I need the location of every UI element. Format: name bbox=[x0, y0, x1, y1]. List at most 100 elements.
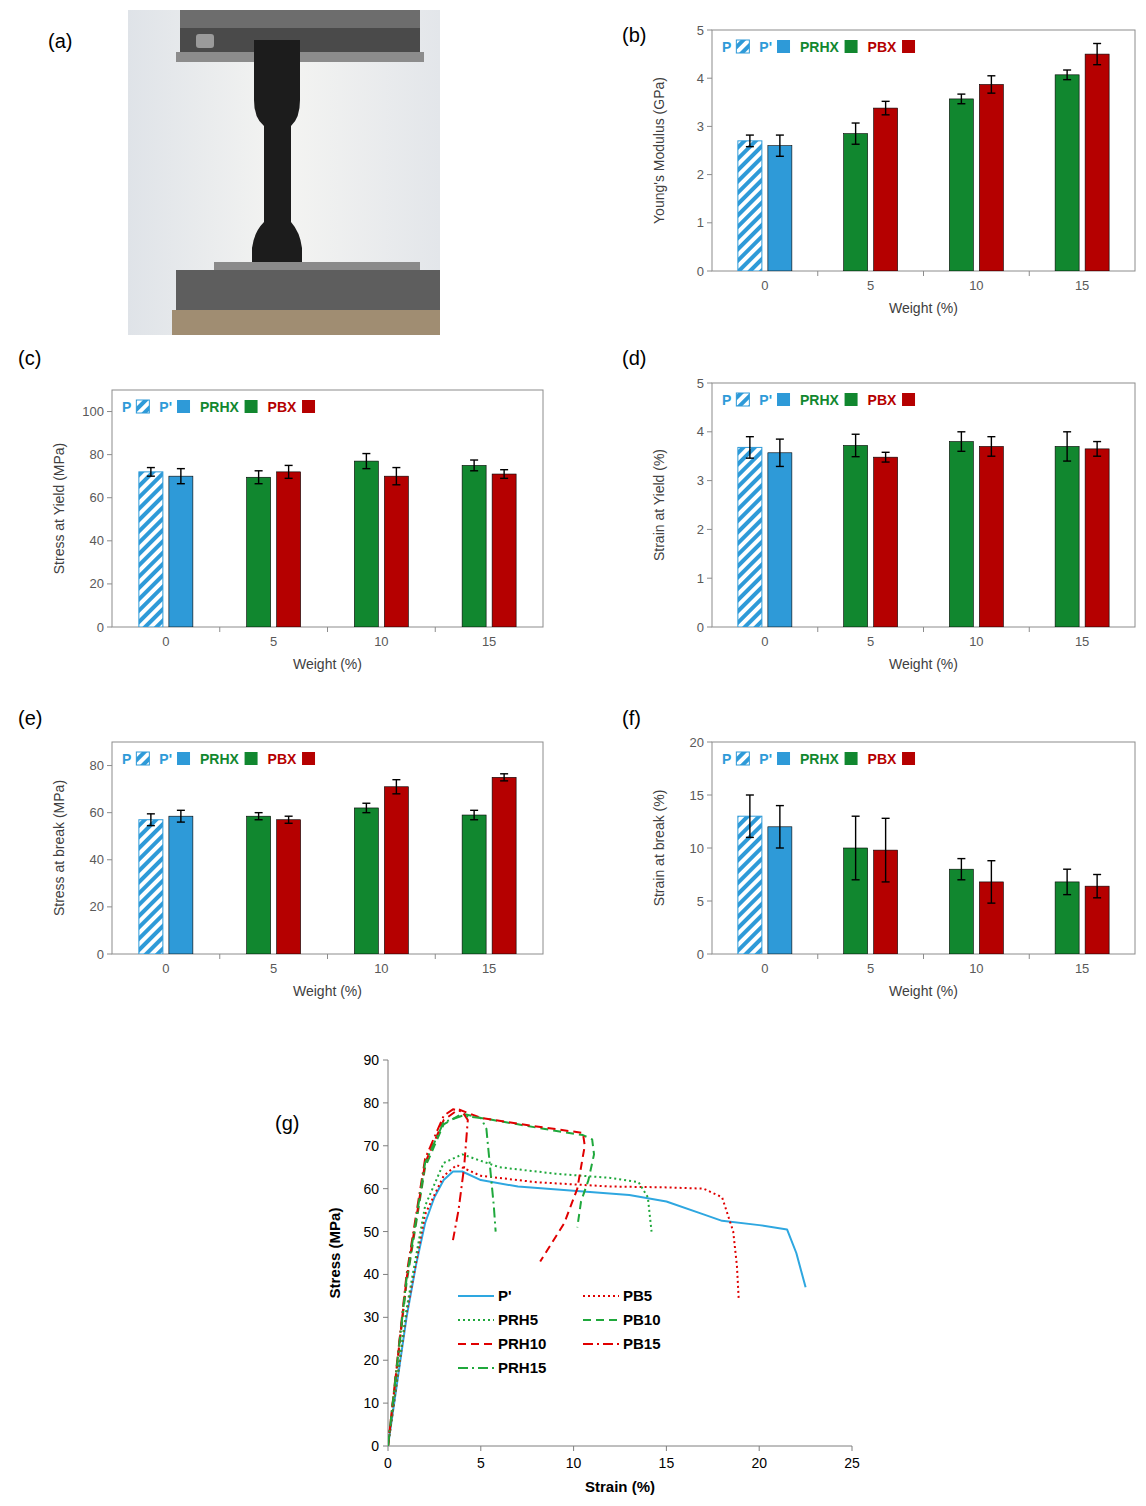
y-tick bbox=[707, 742, 712, 743]
y-tick-label: 0 bbox=[697, 264, 704, 279]
bar bbox=[844, 445, 868, 627]
bar bbox=[247, 816, 271, 954]
y-tick bbox=[707, 795, 712, 796]
y-tick bbox=[107, 627, 112, 628]
error-cap bbox=[285, 478, 293, 479]
bar bbox=[354, 808, 378, 954]
legend-swatch bbox=[736, 40, 749, 53]
error-bar bbox=[285, 465, 293, 478]
y-tick-label: 2 bbox=[697, 167, 704, 182]
error-cap bbox=[1063, 894, 1071, 895]
y-tick bbox=[107, 583, 112, 584]
y-tick bbox=[707, 848, 712, 849]
x-tick bbox=[817, 627, 818, 632]
x-axis-title: Weight (%) bbox=[889, 300, 958, 316]
x-tick-label: 10 bbox=[969, 278, 983, 293]
legend-swatch bbox=[902, 393, 915, 406]
y-axis-title: Strain at Yield (%) bbox=[651, 449, 667, 561]
y-tick-label: 90 bbox=[363, 1052, 379, 1068]
error-cap bbox=[957, 451, 965, 452]
error-cap bbox=[470, 470, 478, 471]
error-cap bbox=[882, 101, 890, 102]
series-line bbox=[388, 1154, 652, 1446]
legend-swatch bbox=[177, 752, 190, 765]
y-tick bbox=[383, 1360, 388, 1361]
error-stem bbox=[749, 135, 750, 147]
bar bbox=[768, 453, 792, 627]
error-cap bbox=[852, 879, 860, 880]
x-axis-line bbox=[388, 1446, 852, 1447]
y-axis-line bbox=[388, 1060, 389, 1446]
y-axis-title: Stress at Yield (MPa) bbox=[51, 443, 67, 575]
error-stem bbox=[885, 818, 886, 882]
series-line bbox=[388, 1109, 585, 1446]
legend-label: PRH5 bbox=[498, 1311, 538, 1328]
error-stem bbox=[473, 810, 474, 819]
error-cap bbox=[882, 461, 890, 462]
error-cap bbox=[987, 860, 995, 861]
x-tick-label: 5 bbox=[867, 278, 874, 293]
y-tick bbox=[383, 1102, 388, 1103]
error-bar bbox=[776, 135, 784, 156]
bar bbox=[462, 465, 486, 627]
chart-panel: (e)020406080051015Weight (%)Stress at br… bbox=[18, 707, 543, 999]
legend: P'PB5PRH5PB10PRH10PB15PRH15 bbox=[458, 1287, 661, 1376]
y-tick-label: 0 bbox=[697, 620, 704, 635]
x-tick bbox=[666, 1446, 667, 1451]
y-tick-label: 0 bbox=[97, 620, 104, 635]
error-bar bbox=[392, 468, 400, 485]
legend-swatch bbox=[736, 393, 749, 406]
legend-label: PRHX bbox=[800, 751, 840, 767]
y-tick-label: 70 bbox=[363, 1138, 379, 1154]
error-cap bbox=[362, 453, 370, 454]
legend: PP'PRHXPBX bbox=[722, 392, 915, 408]
y-tick bbox=[107, 906, 112, 907]
y-tick-label: 80 bbox=[363, 1095, 379, 1111]
error-cap bbox=[957, 103, 965, 104]
error-stem bbox=[366, 803, 367, 812]
x-tick-label: 15 bbox=[1075, 961, 1089, 976]
chart-panel: (f)05101520051015Weight (%)Strain at bre… bbox=[622, 707, 1135, 999]
legend-label: PBX bbox=[868, 39, 897, 55]
chart-panel: (d)012345051015Weight (%)Strain at Yield… bbox=[622, 347, 1135, 672]
x-tick bbox=[923, 271, 924, 276]
y-tick bbox=[383, 1188, 388, 1189]
y-tick bbox=[383, 1145, 388, 1146]
bar bbox=[1055, 446, 1079, 627]
legend-label: PRH15 bbox=[498, 1359, 546, 1376]
y-tick bbox=[707, 222, 712, 223]
legend-line bbox=[458, 1319, 494, 1321]
y-tick-label: 4 bbox=[697, 424, 704, 439]
error-cap bbox=[1093, 441, 1101, 442]
y-tick bbox=[707, 954, 712, 955]
y-tick bbox=[707, 174, 712, 175]
y-tick-label: 2 bbox=[697, 522, 704, 537]
legend-label: P bbox=[722, 751, 731, 767]
error-cap bbox=[500, 780, 508, 781]
error-bar bbox=[470, 460, 478, 471]
error-cap bbox=[255, 483, 263, 484]
error-cap bbox=[1093, 456, 1101, 457]
error-stem bbox=[961, 859, 962, 880]
legend-label: PBX bbox=[268, 399, 297, 415]
error-stem bbox=[991, 76, 992, 93]
bar bbox=[169, 816, 193, 954]
x-tick-label: 15 bbox=[1075, 278, 1089, 293]
error-cap bbox=[500, 469, 508, 470]
y-tick bbox=[107, 411, 112, 412]
x-axis-title: Strain (%) bbox=[585, 1478, 655, 1495]
error-cap bbox=[776, 805, 784, 806]
error-bar bbox=[362, 803, 370, 812]
bar bbox=[738, 816, 762, 954]
legend-label: P' bbox=[759, 392, 772, 408]
y-tick-label: 20 bbox=[90, 899, 104, 914]
bar bbox=[979, 446, 1003, 627]
legend-label: P bbox=[122, 751, 131, 767]
error-bar bbox=[957, 432, 965, 452]
error-cap bbox=[882, 818, 890, 819]
series-line bbox=[388, 1114, 594, 1446]
y-tick bbox=[707, 529, 712, 530]
y-tick bbox=[707, 383, 712, 384]
x-tick-label: 10 bbox=[374, 634, 388, 649]
photo-panel bbox=[128, 10, 440, 335]
